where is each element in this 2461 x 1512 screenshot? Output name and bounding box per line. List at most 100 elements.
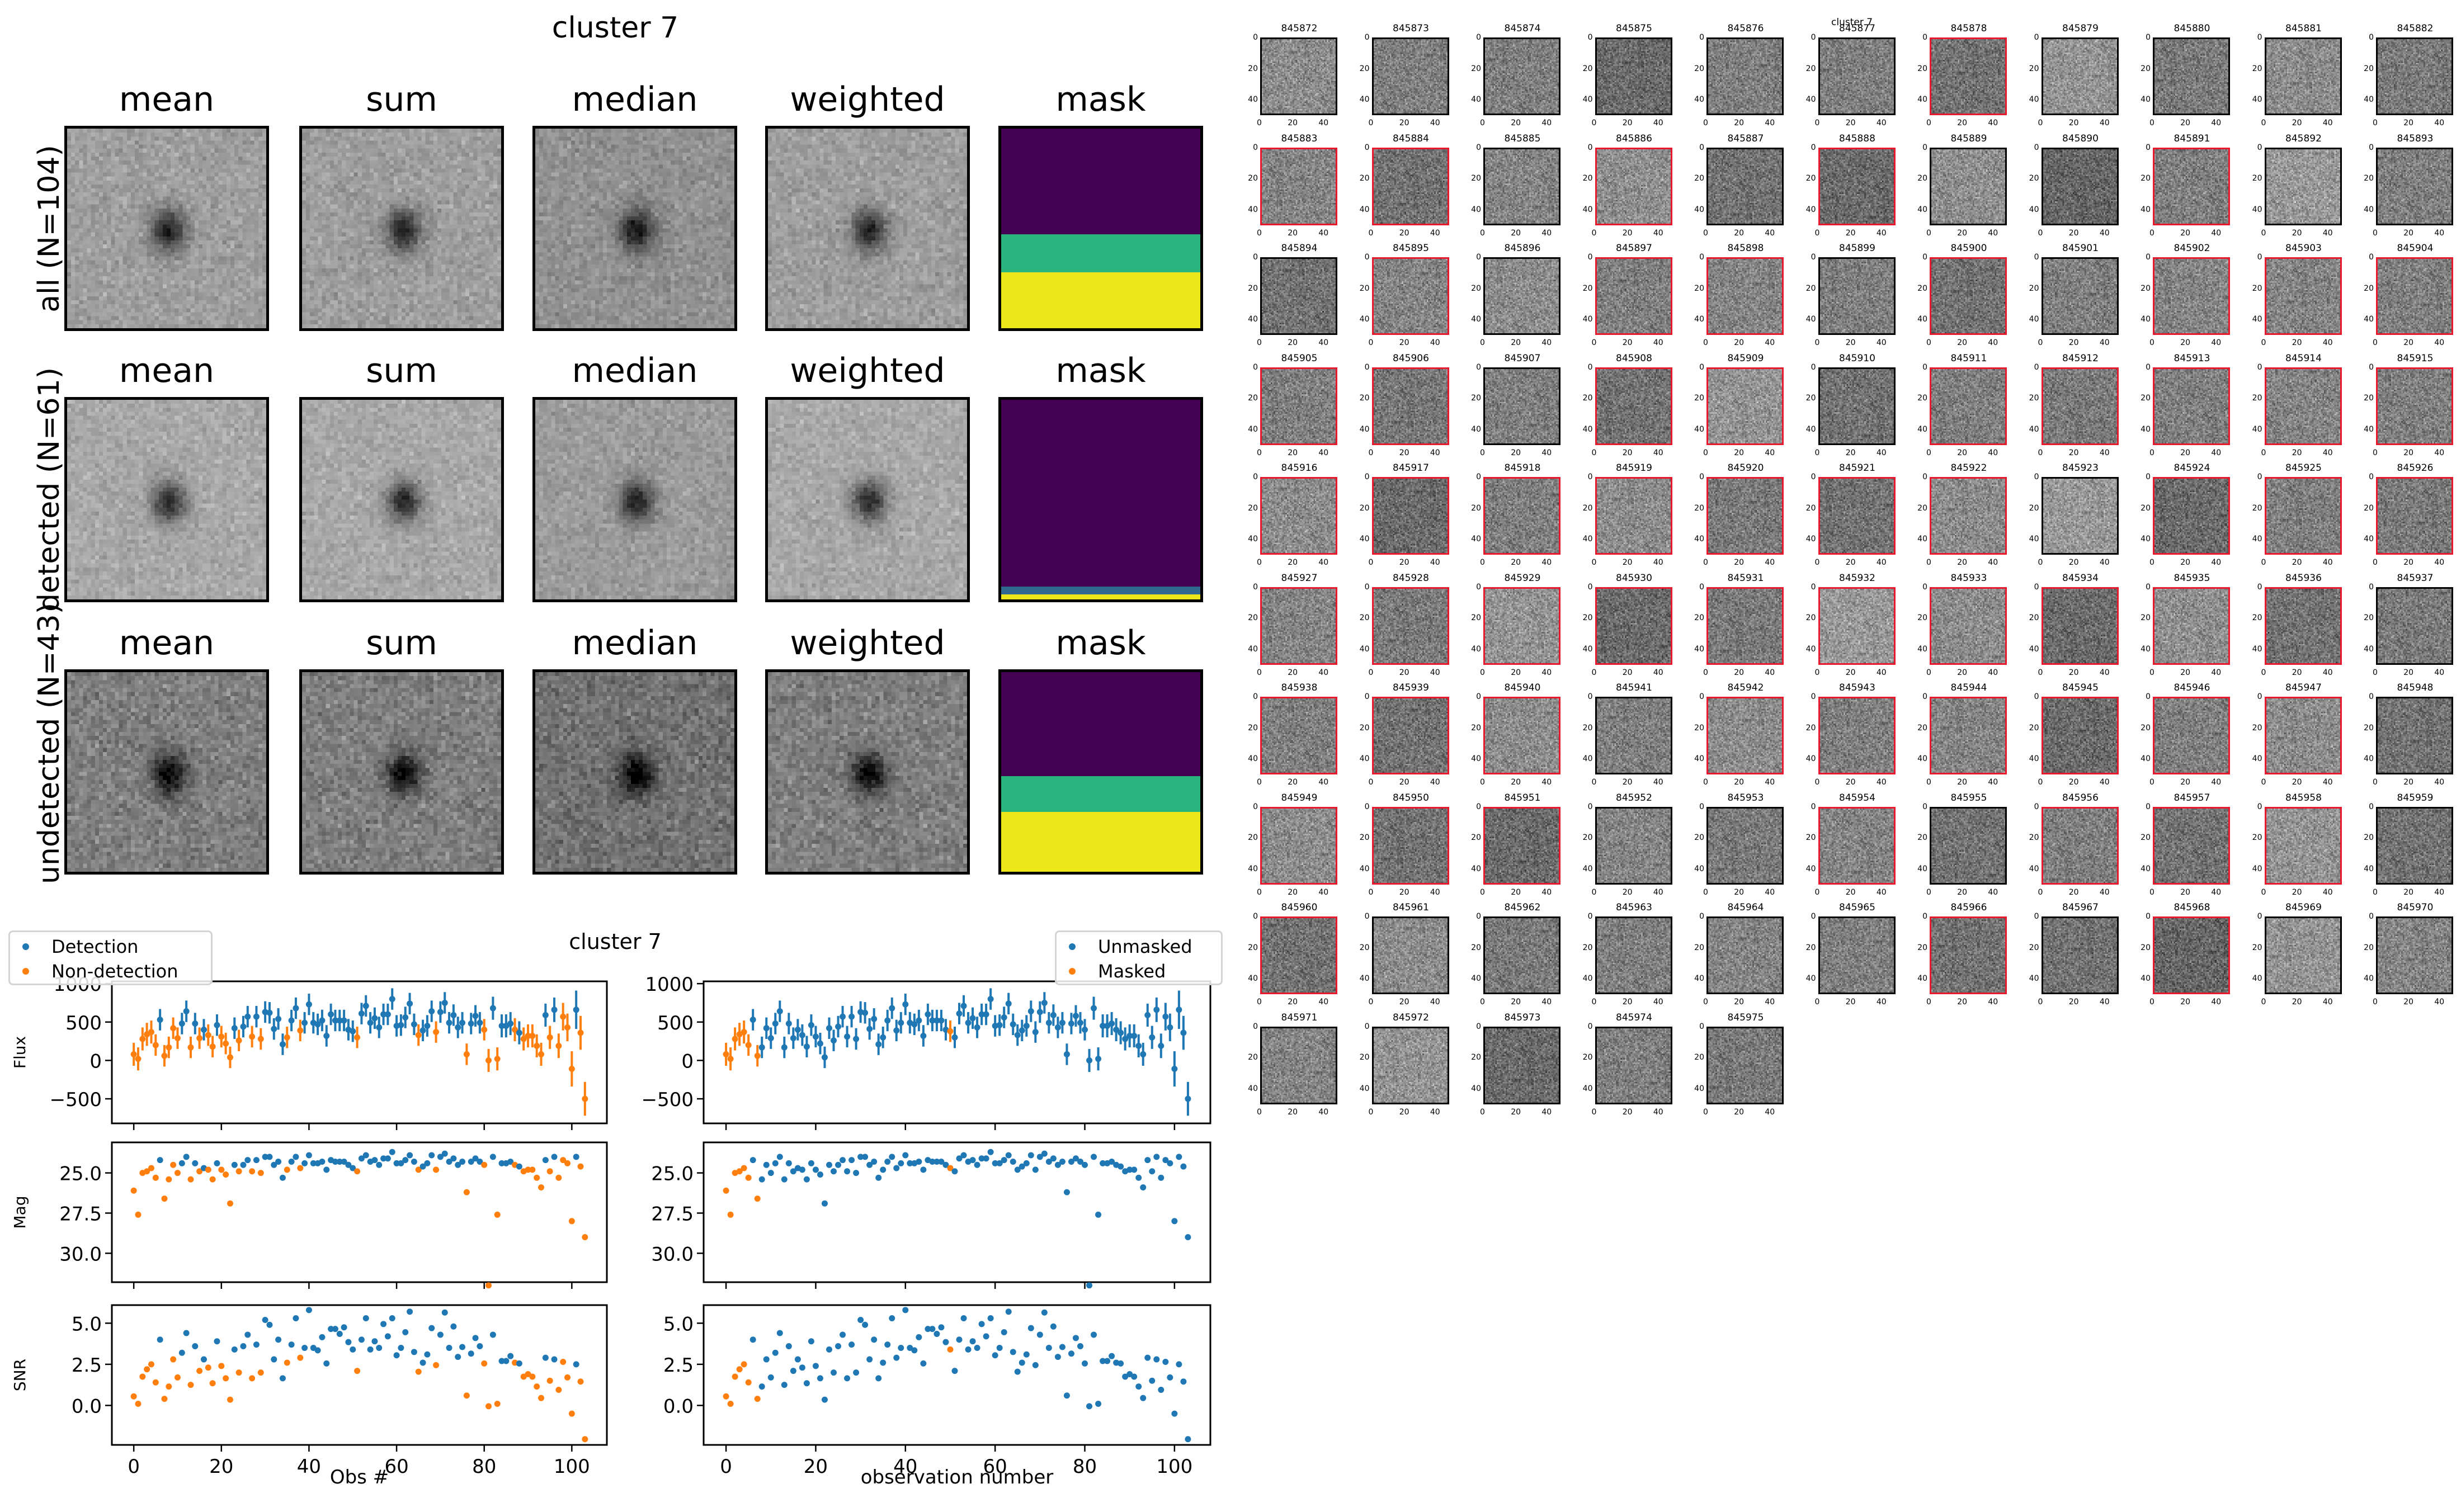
mask-band (1001, 594, 1200, 599)
snr-point (794, 1356, 801, 1363)
thumbnail-pixels (2378, 149, 2451, 224)
thumbnail-pixels (2266, 698, 2340, 773)
mag-point (235, 1168, 242, 1175)
flux-point (398, 1022, 404, 1028)
mag-point (1158, 1174, 1165, 1181)
thumbnail-y-tick-label: 20 (2252, 503, 2262, 513)
flux-point (844, 1033, 851, 1040)
flux-point (1091, 1005, 1097, 1012)
snr-point (555, 1386, 562, 1393)
thumbnail-x-tick-label: 40 (2322, 998, 2333, 1007)
snr-point (419, 1359, 426, 1366)
thumbnail-y-tick-label: 20 (2252, 723, 2262, 733)
thumbnail-y-tick-label: 20 (2364, 394, 2374, 403)
flux-point (218, 1033, 225, 1040)
thumbnail-x-tick-label: 0 (1257, 119, 1262, 127)
thumbnail-id: 845901 (2062, 243, 2099, 254)
y-tick-label: 2.5 (72, 1354, 102, 1377)
thumbnail-x-tick-label: 0 (1814, 558, 1820, 567)
flux-point (803, 1043, 810, 1050)
thumbnail-image-masked (1371, 587, 1449, 665)
thumbnail-image (2041, 257, 2119, 335)
thumbnail-pixels (1596, 368, 1671, 443)
flux-point (831, 1037, 837, 1044)
mag-point (1095, 1211, 1102, 1218)
thumbnail-y-tick-label: 40 (1359, 754, 1370, 764)
thumbnail-x-tick-label: 40 (1988, 887, 1998, 897)
snr-point (253, 1341, 260, 1348)
thumbnail-image (1371, 916, 1449, 994)
thumbnail-x-tick-label: 40 (1541, 668, 1552, 677)
snr-point (857, 1316, 864, 1323)
thumbnail-x-tick-label: 20 (1622, 668, 1633, 677)
thumbnail-id: 845946 (2174, 682, 2210, 693)
snr-point (314, 1347, 321, 1354)
thumbnail-y-tick-label: 0 (1699, 362, 1704, 372)
thumbnail-x-tick-label: 0 (1926, 668, 1931, 677)
mag-point (812, 1166, 819, 1173)
thumbnail-pixels (1373, 918, 1448, 993)
snr-point (1041, 1309, 1048, 1316)
thumbnail-x-tick-label: 20 (1511, 338, 1521, 347)
thumbnail-x-tick-label: 20 (2180, 998, 2191, 1007)
thumbnail-y-tick-label: 20 (1805, 64, 1816, 73)
flux-point (161, 1052, 168, 1059)
thumbnail-pixels (1485, 39, 1559, 114)
thumbnail-y-tick-label: 0 (2034, 802, 2039, 811)
thumbnail-pixels (1262, 808, 1336, 883)
detection-legend: Detection Non-detection (8, 930, 213, 985)
thumbnail-x-tick-label: 0 (2038, 668, 2043, 677)
x-tick-label: 60 (983, 1456, 1007, 1478)
thumbnail-image (2264, 37, 2342, 115)
thumbnail-image-masked (2376, 257, 2453, 335)
mask-band (1001, 811, 1200, 872)
thumbnail-id: 845920 (1727, 462, 1764, 474)
thumbnail-y-tick-label: 0 (1476, 472, 1481, 481)
thumbnail-y-tick-label: 40 (2141, 315, 2151, 324)
thumbnail-y-tick-label: 20 (2364, 174, 2374, 183)
snr-point (1082, 1360, 1088, 1367)
thumbnail-y-tick-label: 20 (1805, 284, 1816, 293)
mag-point (1036, 1154, 1043, 1160)
x-tick-label: 100 (554, 1456, 590, 1478)
mag-point (577, 1163, 584, 1170)
thumbnail-x-tick-label: 40 (2322, 778, 2333, 787)
thumbnail-y-tick-label: 0 (2034, 692, 2039, 701)
snr-point (468, 1350, 474, 1357)
flux-point (741, 1029, 747, 1036)
flux-point (341, 1017, 347, 1024)
thumbnail-y-tick-label: 0 (1587, 802, 1593, 811)
thumbnail-y-tick-label: 40 (2364, 644, 2374, 654)
y-tick-label: 25.0 (59, 1163, 102, 1185)
mag-point (178, 1160, 185, 1166)
thumbnail-y-tick-label: 20 (1917, 174, 1927, 183)
flux-point (279, 1041, 286, 1048)
mag-point (130, 1187, 137, 1194)
thumbnail-image-masked (2153, 477, 2230, 555)
flux-point (1158, 1042, 1165, 1049)
thumbnail-x-tick-label: 20 (1734, 558, 1745, 567)
thumbnail-y-tick-label: 0 (1587, 692, 1593, 701)
thumbnail-x-tick-label: 40 (1876, 558, 1887, 567)
flux-point (902, 1001, 909, 1008)
thumbnail-y-tick-label: 0 (1811, 472, 1816, 481)
stamp-image-median (532, 126, 737, 331)
thumbnail-y-tick-label: 0 (1922, 253, 1927, 262)
thumbnail-pixels (1819, 368, 1894, 443)
thumbnail-y-tick-label: 0 (1922, 143, 1927, 152)
flux-point (1162, 1013, 1169, 1020)
mag-point (866, 1161, 873, 1168)
thumbnail-y-tick-label: 40 (1582, 974, 1593, 984)
y-tick-label: 1000 (645, 974, 694, 996)
thumbnail-y-tick-label: 40 (1694, 974, 1704, 984)
mag-point (534, 1174, 540, 1181)
mask-legend: Unmasked Masked (1055, 930, 1223, 985)
snr-point (341, 1324, 347, 1331)
flux-point (956, 1010, 963, 1017)
snr-point (301, 1344, 308, 1351)
thumbnail-y-tick-label: 0 (2146, 33, 2151, 42)
mag-point (380, 1155, 387, 1162)
thumbnail-id: 845971 (1281, 1012, 1318, 1023)
thumbnail-x-tick-label: 40 (1541, 228, 1552, 238)
snr-point (978, 1321, 985, 1327)
